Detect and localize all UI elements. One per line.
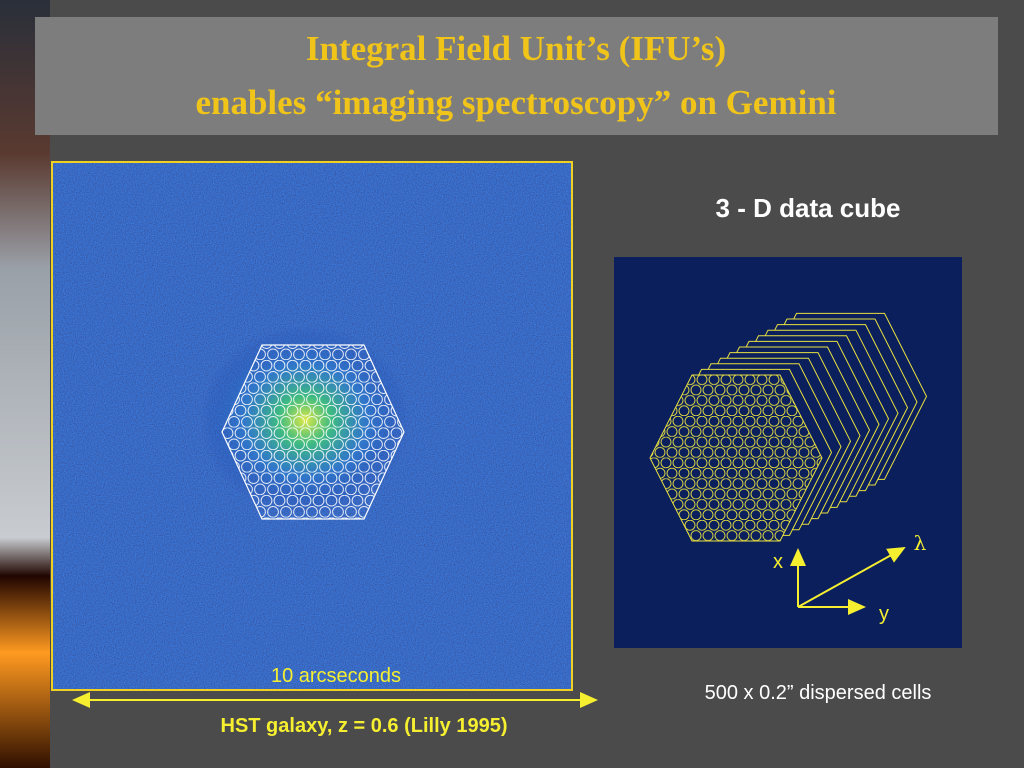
axis-label: x [773, 551, 783, 573]
title-line: Integral Field Unit’s (IFU’s) [306, 29, 726, 68]
axis-label: y [879, 603, 889, 625]
title-box [35, 17, 998, 135]
axis-label: λ [914, 531, 927, 555]
caption: 500 x 0.2” dispersed cells [705, 682, 932, 704]
title-line: enables “imaging spectroscopy” on Gemini [195, 83, 836, 122]
data-cube [614, 257, 962, 648]
cube-layer [650, 375, 822, 541]
heading: 3 - D data cube [716, 193, 901, 223]
galaxy-image [51, 161, 573, 691]
axis-arrow [797, 547, 906, 608]
scale-label: 10 arcseconds [271, 665, 401, 687]
caption: HST galaxy, z = 0.6 (Lilly 1995) [221, 715, 508, 737]
